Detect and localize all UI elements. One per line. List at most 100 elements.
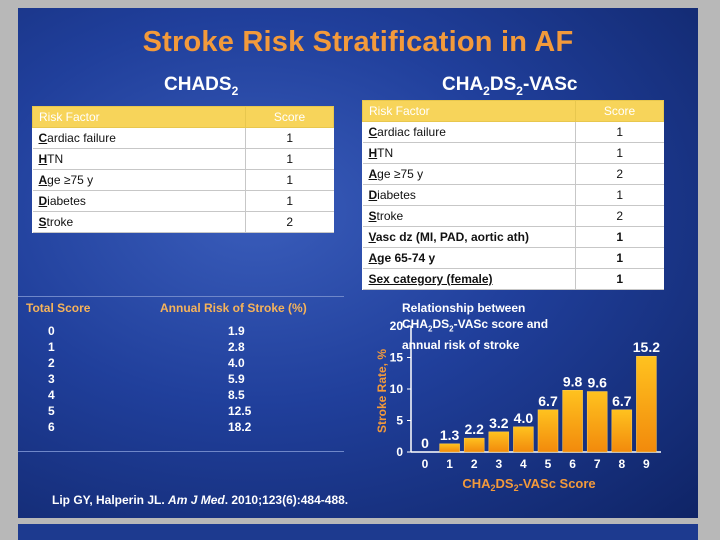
data-label: 15.2 <box>633 339 660 355</box>
data-label: 6.7 <box>612 393 632 409</box>
bar <box>513 426 534 453</box>
table-row: Vasc dz (MI, PAD, aortic ath) 1 <box>362 226 664 248</box>
risk-factor: Sex category (female) <box>362 268 576 290</box>
chart-title: Relationship between CHA2DS2-VASc score … <box>402 300 592 353</box>
table-row: Cardiac failure 1 <box>362 121 664 143</box>
x-tick-label: 3 <box>495 457 502 471</box>
table-row: Stroke 2 <box>362 205 664 227</box>
chart-title-sub: 2 <box>428 324 433 334</box>
risk-score: 1 <box>575 226 664 248</box>
vasc-col-score: Score <box>575 100 664 122</box>
annual-risk-value: 2.8 <box>228 340 245 354</box>
risk-score: 1 <box>575 268 664 290</box>
citation-authors: Lip GY, Halperin JL. <box>52 493 169 507</box>
risk-factor: Cardiac failure <box>362 121 576 143</box>
chads2-col-score: Score <box>245 106 334 128</box>
risk-score: 1 <box>575 142 664 164</box>
x-tick-label: 2 <box>471 457 478 471</box>
chads2-table: Risk Factor Score Cardiac failure 1 HTN 1 … <box>32 106 334 233</box>
total-score-value: 3 <box>48 372 55 386</box>
col-total-score: Total Score <box>26 301 91 315</box>
bar <box>439 443 460 453</box>
risk-factor: Age ≥75 y <box>362 163 576 185</box>
data-label: 0 <box>421 435 429 451</box>
chart-title-part: CHA <box>402 317 428 331</box>
y-axis-label: Stroke Rate, % <box>375 349 389 433</box>
risk-score: 1 <box>245 127 334 149</box>
risk-score: 1 <box>575 121 664 143</box>
data-label: 9.8 <box>563 373 583 389</box>
vasc-col-factor: Risk Factor <box>362 100 576 122</box>
chart-title-part: DS <box>432 317 450 331</box>
data-label: 2.2 <box>464 421 484 437</box>
col-annual-risk: Annual Risk of Stroke (%) <box>160 301 307 315</box>
chads2-heading: CHADS2 <box>164 74 238 98</box>
slide-title: Stroke Risk Stratification in AF <box>142 26 574 58</box>
chart-title-line3: annual risk of stroke <box>402 338 520 353</box>
vasc-table: Risk Factor Score Cardiac failure 1 HTN 1 … <box>362 100 664 290</box>
chads2-col-factor: Risk Factor <box>32 106 246 128</box>
total-score-value: 5 <box>48 404 55 418</box>
risk-score: 2 <box>575 163 664 185</box>
x-tick-label: 4 <box>520 457 527 471</box>
y-tick-label: 5 <box>396 414 403 428</box>
bar <box>562 390 583 453</box>
y-tick-label: 10 <box>390 382 404 396</box>
data-label: 6.7 <box>538 393 558 409</box>
table-row: Cardiac failure 1 <box>32 127 334 149</box>
citation: Lip GY, Halperin JL. Am J Med. 2010;123(… <box>52 493 348 507</box>
table-row: HTN 1 <box>32 148 334 170</box>
table-row: Diabetes 1 <box>362 184 664 206</box>
citation-journal: Am J Med <box>168 493 225 507</box>
risk-score: 1 <box>245 190 334 212</box>
bar <box>463 437 485 453</box>
chart-title-line1: Relationship between <box>402 301 526 315</box>
risk-factor: Vasc dz (MI, PAD, aortic ath) <box>362 226 576 248</box>
y-tick-label: 15 <box>390 351 404 365</box>
risk-factor: Age ≥75 y <box>32 169 246 191</box>
x-tick-label: 1 <box>446 457 453 471</box>
x-tick-label: 0 <box>422 457 429 471</box>
chart-title-sub: 2 <box>449 324 454 334</box>
x-tick-label: 9 <box>643 457 650 471</box>
x-tick-label: 7 <box>594 457 601 471</box>
table-row: Sex category (female) 1 <box>362 268 664 290</box>
bar <box>488 431 510 453</box>
risk-factor: Cardiac failure <box>32 127 246 149</box>
risk-score: 2 <box>575 205 664 227</box>
x-axis-label: CHA2DS2-VASc Score <box>462 476 595 493</box>
slide: Stroke Risk Stratification in AF CHADS2 … <box>18 8 698 518</box>
total-score-value: 4 <box>48 388 55 402</box>
bar <box>586 391 608 453</box>
risk-factor: Age 65-74 y <box>362 247 576 269</box>
annual-risk-column: 1.9 2.8 4.0 5.9 8.5 12.5 18.2 <box>228 323 251 435</box>
total-score-value: 0 <box>48 324 55 338</box>
bar <box>537 409 559 453</box>
chart-title-part: -VASc score and <box>453 317 549 331</box>
total-score-value: 6 <box>48 420 55 434</box>
table-row: HTN 1 <box>362 142 664 164</box>
vasc-heading-a: CHA <box>442 74 484 95</box>
total-score-column: 0 1 2 3 4 5 6 <box>48 323 55 435</box>
risk-factor: Diabetes <box>362 184 576 206</box>
risk-score: 1 <box>245 148 334 170</box>
table-row: Stroke 2 <box>32 211 334 233</box>
bar <box>636 355 657 453</box>
next-slide-strip <box>18 524 698 540</box>
total-score-value: 1 <box>48 340 55 354</box>
vasc-heading: CHA2DS2-VASc <box>442 74 578 98</box>
risk-factor: HTN <box>32 148 246 170</box>
annual-risk-value: 12.5 <box>228 404 252 418</box>
y-tick-label: 0 <box>396 445 403 459</box>
risk-score: 1 <box>575 184 664 206</box>
x-tick-label: 5 <box>545 457 552 471</box>
chads2-heading-main: CHADS <box>164 74 232 95</box>
bar <box>611 409 633 453</box>
x-tick-label: 6 <box>569 457 576 471</box>
data-label: 4.0 <box>514 410 534 426</box>
chart-title-line2: CHA2DS2-VASc score and <box>402 316 592 337</box>
annual-risk-value: 18.2 <box>228 420 252 434</box>
chads2-heading-sub: 2 <box>231 83 239 98</box>
